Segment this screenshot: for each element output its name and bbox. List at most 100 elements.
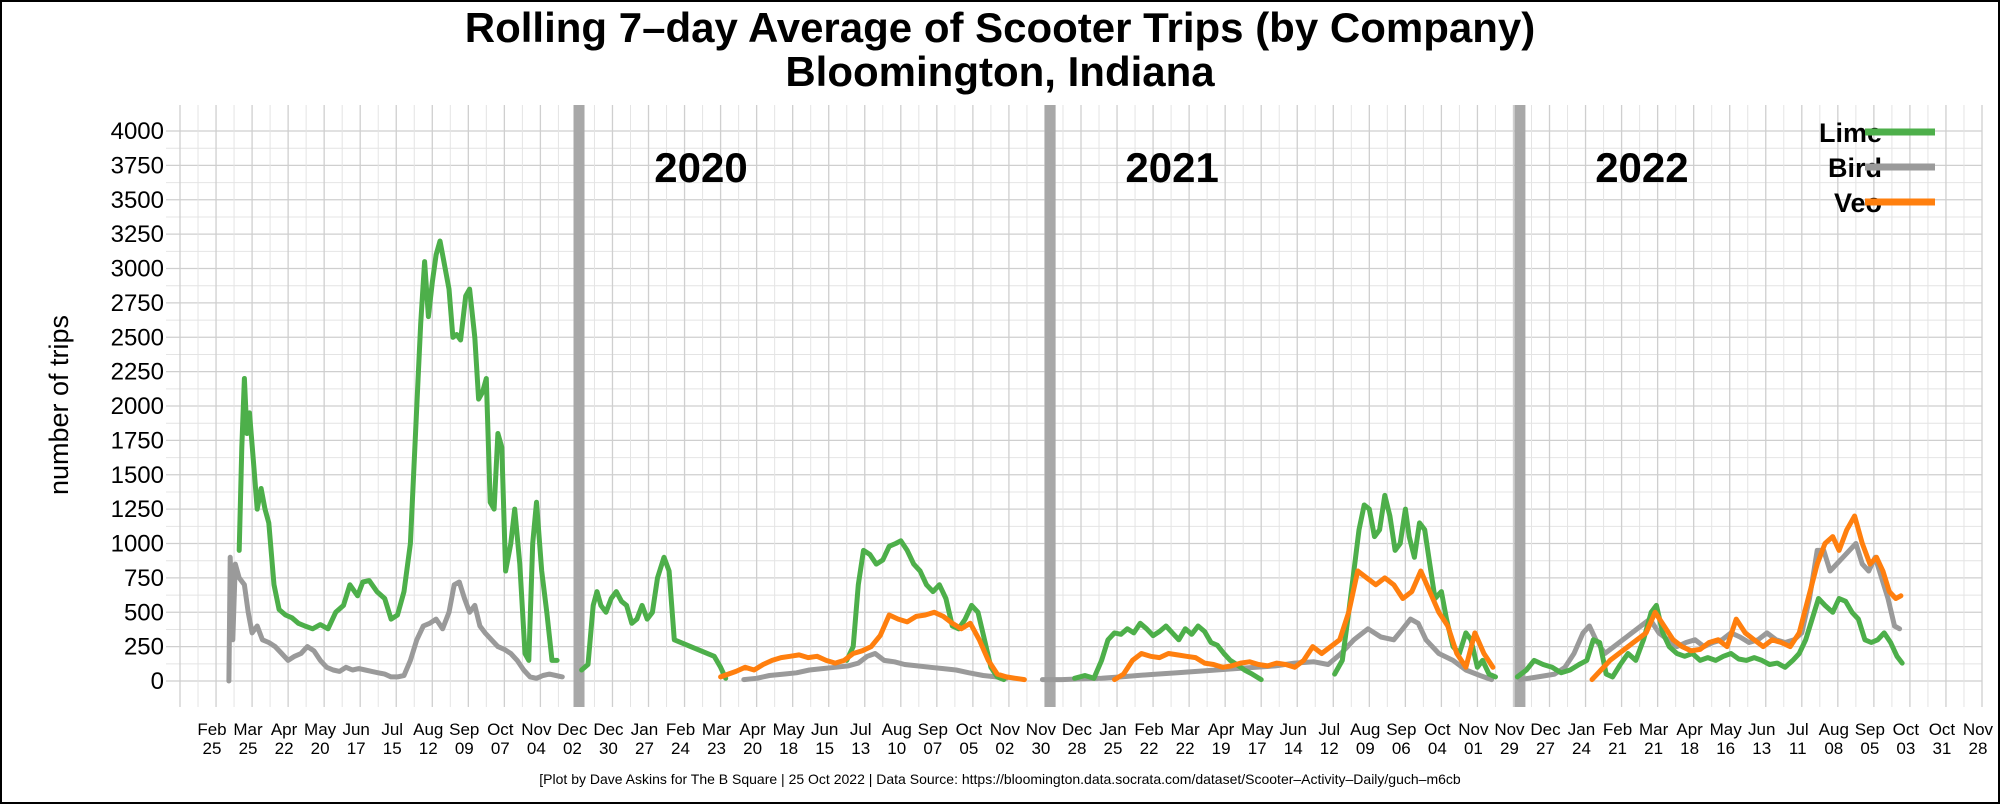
x-tick-month: Mar [702, 720, 732, 739]
x-tick-month: Sep [1386, 720, 1416, 739]
x-tick-day: 15 [815, 739, 834, 758]
x-tick-month: Sep [1855, 720, 1885, 739]
y-tick-label: 2250 [111, 359, 164, 386]
x-tick-day: 25 [1104, 739, 1123, 758]
series-line-bird [1039, 616, 1495, 683]
y-tick-label: 3500 [111, 187, 164, 214]
x-tick-month: Jun [811, 720, 838, 739]
x-tick-day: 25 [203, 739, 222, 758]
y-tick-label: 3750 [111, 152, 164, 179]
x-tick-month: Jan [1568, 720, 1595, 739]
x-tick-day: 13 [1752, 739, 1771, 758]
x-tick-month: Dec [593, 720, 624, 739]
y-tick-label: 750 [124, 565, 164, 592]
x-tick-month: Nov [521, 720, 552, 739]
x-tick-month: Feb [1603, 720, 1632, 739]
y-tick-label: 2750 [111, 290, 164, 317]
x-tick-day: 04 [1428, 739, 1447, 758]
x-tick-month: Apr [739, 720, 766, 739]
x-tick-month: May [773, 720, 806, 739]
year-label-2022: 2022 [1595, 144, 1688, 191]
y-axis-label: number of trips [44, 315, 74, 495]
x-tick-day: 02 [563, 739, 582, 758]
x-tick-month: Jun [342, 720, 369, 739]
x-tick-day: 10 [887, 739, 906, 758]
x-tick-month: Jul [1787, 720, 1809, 739]
x-tick-day: 27 [1536, 739, 1555, 758]
y-axis-ticks: 0 250 500 750 1000 1250 1500 1750 2000 2250 2500 27… [111, 118, 164, 695]
x-tick-month: May [1241, 720, 1274, 739]
x-tick-day: 18 [779, 739, 798, 758]
x-tick-month: Feb [197, 720, 226, 739]
y-tick-label: 1500 [111, 462, 164, 489]
x-tick-day: 16 [1716, 739, 1735, 758]
x-tick-day: 22 [1176, 739, 1195, 758]
x-tick-month: Oct [1424, 720, 1451, 739]
series-line-veo [1589, 513, 1904, 683]
x-tick-month: Dec [1062, 720, 1093, 739]
x-tick-day: 17 [347, 739, 366, 758]
x-tick-day: 27 [635, 739, 654, 758]
x-tick-day: 22 [1140, 739, 1159, 758]
y-tick-label: 3000 [111, 256, 164, 283]
x-tick-month: Oct [1893, 720, 1920, 739]
series-line-lime [1332, 492, 1498, 680]
x-tick-month: Aug [1819, 720, 1849, 739]
y-tick-label: 1250 [111, 496, 164, 523]
x-tick-month: Jul [381, 720, 403, 739]
grid [166, 105, 1983, 707]
source-caption: [Plot by Dave Askins for The B Square | … [539, 771, 1461, 787]
y-tick-label: 3250 [111, 221, 164, 248]
x-tick-month: Dec [1530, 720, 1561, 739]
x-axis-ticks: Feb25Mar25Apr22May20Jun17Jul15Aug12Sep09… [197, 720, 2000, 758]
x-tick-day: 20 [743, 739, 762, 758]
x-tick-month: Mar [1639, 720, 1669, 739]
x-tick-day: 02 [995, 739, 1014, 758]
series-line-lime [844, 538, 1007, 683]
x-tick-month: Mar [233, 720, 263, 739]
x-tick-month: Nov [1963, 720, 1994, 739]
x-tick-day: 14 [1284, 739, 1303, 758]
year-separators: 2020 2021 2022 [573, 105, 1689, 707]
x-tick-day: 28 [1968, 739, 1987, 758]
x-tick-day: 15 [383, 739, 402, 758]
x-tick-day: 17 [1248, 739, 1267, 758]
x-tick-month: Dec [557, 720, 588, 739]
series-line-lime [579, 554, 729, 681]
year-label-2021: 2021 [1125, 144, 1218, 191]
x-tick-day: 23 [707, 739, 726, 758]
x-tick-month: Apr [1208, 720, 1235, 739]
series-line-veo [718, 609, 1027, 683]
x-tick-day: 30 [599, 739, 618, 758]
x-tick-month: Sep [449, 720, 479, 739]
x-tick-day: 09 [1356, 739, 1375, 758]
x-tick-day: 12 [419, 739, 438, 758]
x-tick-month: Jul [850, 720, 872, 739]
x-tick-day: 29 [1500, 739, 1519, 758]
x-tick-month: Nov [1494, 720, 1525, 739]
x-tick-month: Feb [666, 720, 695, 739]
x-tick-month: Dec [1999, 720, 2000, 739]
chart-title-line-2: Bloomington, Indiana [785, 48, 1215, 95]
chart-title-line-1: Rolling 7–day Average of Scooter Trips (… [465, 4, 1535, 51]
x-tick-day: 04 [527, 739, 546, 758]
x-tick-month: Oct [487, 720, 514, 739]
series-line-bird [226, 554, 565, 684]
x-tick-day: 19 [1212, 739, 1231, 758]
series-line-lime [1514, 596, 1905, 680]
x-tick-day: 22 [275, 739, 294, 758]
x-tick-day: 11 [1789, 739, 1807, 758]
x-tick-day: 28 [1067, 739, 1086, 758]
x-tick-month: Nov [990, 720, 1021, 739]
x-tick-day: 05 [959, 739, 978, 758]
x-tick-day: 25 [239, 739, 258, 758]
x-tick-day: 09 [455, 739, 474, 758]
x-tick-month: Sep [918, 720, 948, 739]
y-tick-label: 2500 [111, 324, 164, 351]
x-tick-month: Oct [1929, 720, 1956, 739]
x-tick-month: Jan [631, 720, 658, 739]
x-tick-month: May [1710, 720, 1743, 739]
x-tick-day: 30 [1031, 739, 1050, 758]
x-tick-day: 21 [1608, 739, 1627, 758]
